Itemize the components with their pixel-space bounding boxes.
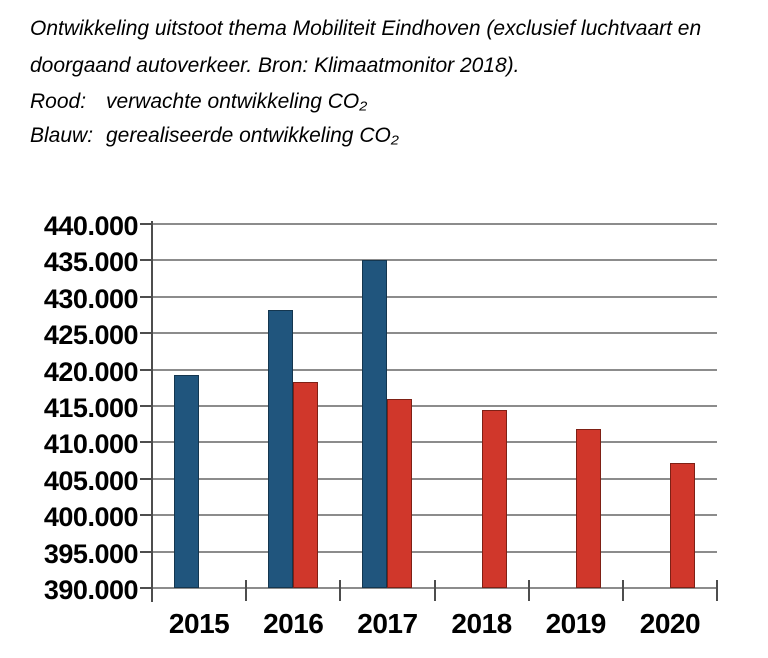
y-axis-tick	[140, 587, 152, 589]
legend-row-blue: Blauw: gerealiseerde ontwikkeling CO₂	[30, 119, 750, 153]
gridline	[152, 550, 717, 553]
y-axis-label: 435.000	[43, 247, 139, 278]
gridline	[152, 368, 717, 371]
bar-gerealiseerd-2017	[362, 260, 388, 588]
bar-verwacht-2019	[575, 428, 601, 588]
legend-label-red: Rood:	[30, 90, 87, 113]
gridline	[152, 332, 717, 335]
bar-verwacht-2017	[387, 398, 413, 588]
y-axis-tick	[140, 514, 152, 517]
y-axis-tick	[140, 441, 152, 444]
y-axis-label: 415.000	[43, 393, 139, 423]
x-axis-label: 2015	[168, 608, 230, 639]
y-axis-label: 430.000	[43, 283, 139, 314]
gridline	[152, 259, 717, 262]
y-axis-label: 395.000	[43, 538, 139, 569]
gridline	[152, 477, 717, 480]
y-axis-tick	[140, 259, 152, 262]
y-axis-tick	[140, 332, 152, 335]
x-axis-tick	[433, 580, 436, 601]
y-axis-tick	[140, 405, 152, 407]
legend-description-blue: gerealiseerde ontwikkeling CO₂	[106, 124, 399, 147]
gridline	[152, 405, 717, 407]
bar-verwacht-2016	[293, 381, 319, 588]
x-axis-label: 2020	[639, 608, 701, 639]
caption-line-2: doorgaand autoverkeer. Bron: Klimaatmoni…	[30, 54, 520, 77]
x-axis-tick	[621, 580, 624, 601]
chart-caption: Ontwikkeling uitstoot thema Mobiliteit E…	[30, 10, 750, 153]
legend-label-blue: Blauw:	[30, 124, 94, 147]
y-axis-tick	[140, 295, 152, 298]
x-axis-tick	[245, 580, 248, 601]
gridline	[152, 441, 717, 444]
y-axis-tick	[140, 368, 152, 371]
bar-gerealiseerd-2016	[268, 309, 294, 588]
y-axis-label: 420.000	[43, 356, 139, 387]
y-axis-label: 425.000	[43, 320, 139, 351]
gridline	[152, 295, 717, 298]
x-axis-tick	[527, 580, 530, 601]
x-axis-label: 2016	[263, 608, 324, 639]
x-axis-label: 2018	[451, 608, 512, 639]
x-axis-label: 2019	[545, 608, 607, 639]
y-axis-label: 440.000	[43, 211, 139, 241]
bar-verwacht-2020	[669, 462, 695, 588]
legend-description-red: verwachte ontwikkeling CO₂	[106, 90, 368, 113]
legend-row-red: Rood: verwachte ontwikkeling CO₂	[30, 85, 750, 119]
caption-line-1: Ontwikkeling uitstoot thema Mobiliteit E…	[30, 17, 702, 40]
x-axis-tick	[339, 580, 342, 601]
gridline	[152, 514, 717, 517]
x-axis-label: 2017	[357, 608, 418, 639]
y-axis-tick	[140, 223, 152, 225]
y-axis-tick	[140, 550, 152, 553]
y-axis-line	[151, 221, 153, 602]
bar-verwacht-2018	[481, 409, 507, 588]
color-legend: Rood: verwachte ontwikkeling CO₂ Blauw: …	[30, 85, 750, 153]
x-axis-tick	[716, 580, 718, 601]
bar-gerealiseerd-2015	[174, 374, 200, 588]
y-axis-label: 410.000	[43, 429, 139, 460]
y-axis-tick	[140, 477, 152, 480]
gridline	[152, 223, 717, 225]
y-axis-label: 400.000	[43, 502, 139, 533]
y-axis-label: 405.000	[43, 465, 139, 496]
y-axis-label: 390.000	[43, 575, 139, 605]
x-axis-tick	[151, 580, 153, 601]
